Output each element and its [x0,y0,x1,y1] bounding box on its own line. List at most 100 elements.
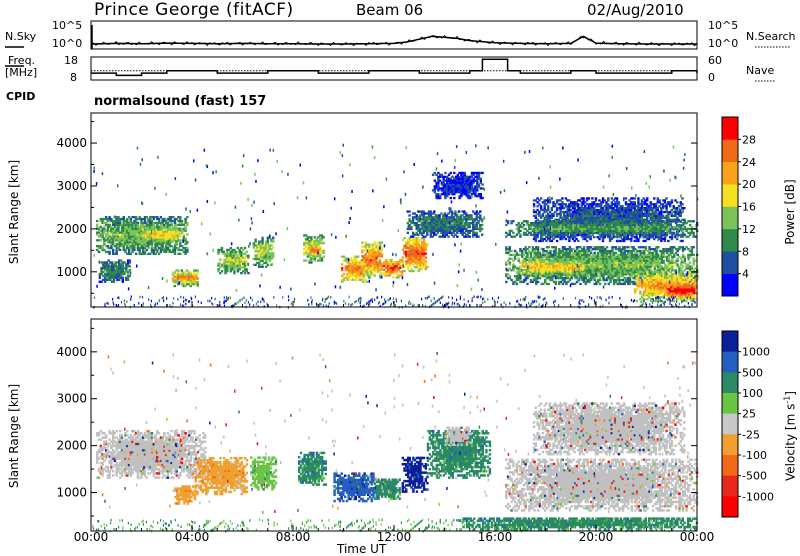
power-cell [323,250,325,252]
power-cell [689,262,691,264]
power-cell [437,232,439,234]
power-cell [512,263,514,265]
power-cell [481,187,483,189]
power-cell [627,246,629,248]
power-cell [403,270,405,272]
power-cell [554,261,556,263]
power-cell [179,240,181,242]
power-cell [580,272,582,274]
power-cell [694,260,696,262]
power-cell [270,244,272,246]
power-cell [526,277,528,279]
power-cell [604,283,606,285]
power-cell [555,246,557,248]
power-cell [426,245,428,247]
power-cell [101,245,103,247]
power-cell [177,269,179,271]
power-cell [314,259,316,261]
power-cell [426,232,428,234]
power-cell [450,197,452,199]
power-cell [684,256,686,258]
power-cell [559,259,561,261]
power-cell [186,222,188,224]
nsky-panel [91,21,697,49]
power-cell [469,236,471,238]
power-cell [98,251,100,253]
power-cell [549,250,551,252]
power-cell [582,265,584,267]
power-cell [595,283,597,285]
power-cell [585,283,587,285]
power-cell [363,274,365,276]
power-cell [641,271,643,273]
power-cell [217,268,219,270]
power-cell [310,236,312,238]
power-cell [381,267,383,269]
power-cell [254,241,256,243]
power-cell [481,218,483,220]
power-cell [323,242,325,244]
power-cell [693,254,695,256]
power-cell [426,243,428,245]
power-cell [472,210,474,212]
power-cell [572,268,574,270]
power-cell [582,268,584,270]
power-cell [645,246,647,248]
power-cell [323,236,325,238]
power-cell [147,227,149,229]
power-cell [505,281,507,283]
power-cell [186,251,188,253]
power-cell [480,193,482,195]
power-cell [157,242,159,244]
power-cell [423,232,425,234]
nsky-noise-line [91,36,697,46]
power-cell [412,218,414,220]
power-cell [555,283,557,285]
power-cell [551,277,553,279]
power-cell [374,242,376,244]
power-cell [184,237,186,239]
power-cell [412,270,414,272]
power-cell [526,254,528,256]
power-cell [174,251,176,253]
power-cell [317,249,319,251]
power-cell [174,285,176,287]
power-cell [96,224,98,226]
power-cell [186,233,188,235]
power-cell [481,172,483,174]
power-cell [270,258,272,260]
power-cell [476,210,478,212]
power-cell [370,274,372,276]
power-cell [350,257,352,259]
power-cell [579,261,581,263]
power-cell [646,273,648,275]
power-cell [463,210,465,212]
power-cell [272,237,274,239]
power-cell [460,195,462,197]
power-cell [561,274,563,276]
power-cell [122,279,124,281]
power-cell [254,239,256,241]
power-cell [425,260,427,262]
power-cell [357,256,359,258]
power-cell [439,195,441,197]
power-cell [190,274,192,276]
power-cell [634,290,636,292]
power-cell [512,260,514,262]
power-cell [693,258,695,260]
power-cell [119,220,121,222]
power-cell [510,250,512,252]
power-cell [423,239,425,241]
power-cell [469,232,471,234]
power-cell [323,256,325,258]
power-cell [481,228,483,230]
power-cell [175,227,177,229]
power-cell [662,260,664,262]
power-cell [425,256,427,258]
power-cell [530,254,532,256]
power-cell [163,218,165,220]
power-cell [476,187,478,189]
power-cell [509,262,511,264]
power-cell [549,274,551,276]
